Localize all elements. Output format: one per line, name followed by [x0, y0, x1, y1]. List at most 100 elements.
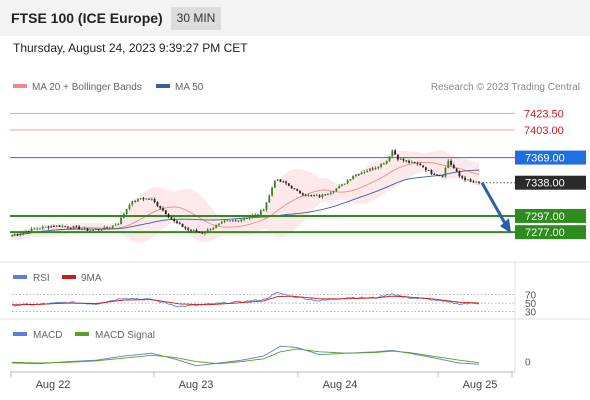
- ma50-line: [11, 169, 480, 236]
- projection-arrow: [480, 181, 508, 226]
- candle-body: [170, 217, 173, 219]
- candle-body: [69, 227, 72, 229]
- candle-body: [226, 220, 229, 222]
- candle-body: [276, 179, 279, 181]
- candle-body: [33, 228, 36, 230]
- candle-body: [173, 218, 176, 222]
- candle-body: [352, 175, 355, 179]
- candle-body: [374, 168, 377, 170]
- candle-body: [201, 232, 204, 234]
- legend-macd-swatch: [13, 332, 27, 336]
- candle-body: [380, 163, 383, 167]
- candle-body: [195, 230, 198, 232]
- legend-ma20-swatch: [13, 84, 27, 88]
- candle-body: [408, 160, 410, 163]
- candle-body: [324, 194, 327, 196]
- candle-body: [92, 230, 94, 231]
- candle-body: [220, 221, 223, 224]
- candle-body: [248, 217, 251, 219]
- candle-body: [103, 227, 106, 230]
- macd-line: [11, 345, 480, 367]
- candle-body: [162, 208, 164, 211]
- candle-body: [391, 150, 394, 157]
- candle-body: [321, 194, 324, 198]
- candle-body: [279, 179, 282, 182]
- candle-body: [41, 226, 44, 229]
- level-label-7403.00: 7403.00: [524, 125, 564, 137]
- candle-body: [190, 229, 192, 231]
- candle-body: [114, 224, 117, 226]
- candle-body: [355, 174, 357, 176]
- candle-body: [360, 172, 363, 175]
- candle-body: [371, 168, 374, 170]
- candle-body: [329, 192, 332, 194]
- candle-body: [106, 227, 108, 229]
- candle-body: [164, 210, 167, 215]
- candle-body: [419, 163, 422, 166]
- candle-body: [145, 198, 148, 200]
- candle-body: [44, 226, 47, 228]
- candle-body: [53, 226, 55, 227]
- candle-body: [310, 195, 313, 196]
- last-price-tag: [515, 175, 586, 190]
- candle-body: [394, 150, 397, 155]
- level-label-7423.50: 7423.50: [524, 108, 564, 120]
- candle-body: [136, 198, 139, 202]
- macd-level-label-0: 0: [525, 358, 531, 369]
- candle-body: [223, 220, 226, 222]
- candle-body: [206, 229, 209, 233]
- candle-body: [413, 161, 416, 164]
- candle-body: [134, 201, 136, 203]
- candle-body: [455, 168, 458, 172]
- candle-body: [16, 234, 19, 236]
- candle-body: [349, 178, 352, 181]
- x-tick-label-aug-24: Aug 24: [323, 379, 358, 391]
- candle-body: [120, 217, 122, 225]
- rsi-level-label-70: 70: [525, 290, 537, 301]
- candle-body: [167, 214, 170, 218]
- candle-body: [478, 181, 480, 183]
- candle-body: [285, 181, 287, 184]
- candle-body: [461, 176, 464, 178]
- macd-signal-line: [11, 348, 480, 365]
- candle-body: [67, 226, 69, 228]
- candle-body: [262, 209, 265, 211]
- candle-body: [111, 225, 114, 228]
- candle-body: [78, 226, 81, 230]
- candle-body: [304, 194, 307, 196]
- candle-body: [450, 160, 452, 165]
- timeframe-badge[interactable]: 30 MIN: [171, 7, 221, 30]
- x-tick-label-aug-25: Aug 25: [463, 379, 498, 391]
- candle-body: [94, 229, 97, 231]
- level-tag-7277.00: [515, 225, 586, 240]
- legend-ma20-label: MA 20 + Bollinger Bands: [32, 82, 142, 93]
- candle-body: [58, 225, 61, 227]
- candle-body: [128, 204, 131, 210]
- candle-body: [346, 180, 349, 184]
- candle-body: [218, 223, 220, 226]
- candle-body: [153, 199, 156, 202]
- candle-body: [251, 215, 254, 218]
- candle-body: [282, 181, 285, 183]
- level-tag-7369.00: [515, 150, 586, 165]
- candle-body: [81, 229, 83, 230]
- chart-header: [0, 0, 590, 36]
- candle-body: [296, 188, 299, 191]
- candle-body: [215, 225, 218, 228]
- level-label-7277.00: 7277.00: [525, 227, 565, 239]
- candle-body: [122, 213, 125, 218]
- candle-body: [159, 205, 162, 209]
- candle-body: [313, 195, 315, 197]
- candle-body: [72, 226, 75, 229]
- candle-body: [458, 171, 461, 177]
- candle-body: [271, 187, 273, 196]
- candle-body: [232, 220, 234, 222]
- legend-rsi-ma-swatch: [62, 275, 76, 279]
- candle-body: [441, 175, 444, 177]
- legend-ma50-swatch: [156, 84, 170, 88]
- candle-body: [47, 226, 50, 228]
- candle-body: [184, 226, 187, 229]
- candle-body: [469, 179, 472, 182]
